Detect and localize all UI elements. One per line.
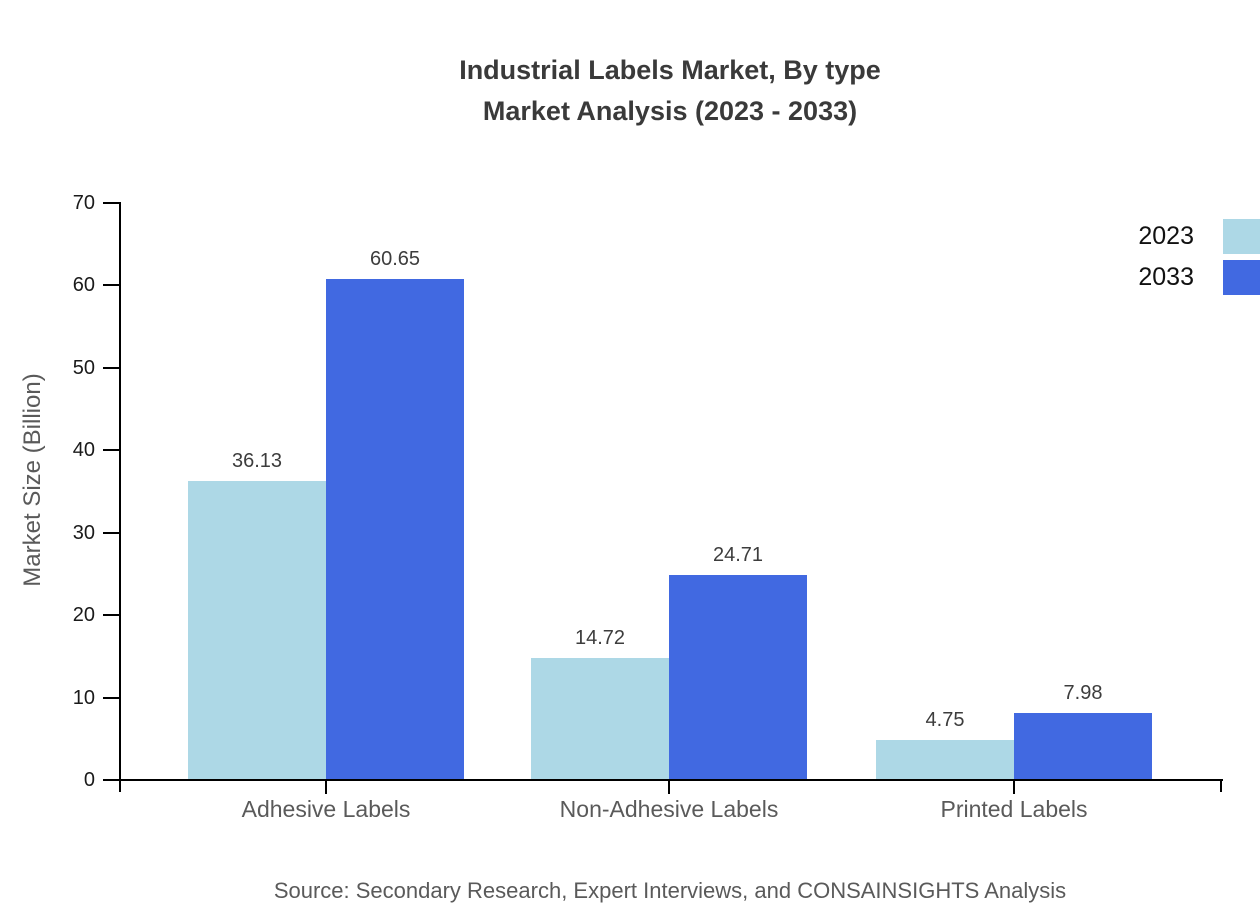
y-tick-label-60: 60 xyxy=(72,274,95,296)
y-tick xyxy=(103,779,119,781)
x-axis-line xyxy=(119,779,1223,781)
category-label-printed-labels: Printed Labels xyxy=(940,796,1088,822)
y-tick-label-0: 0 xyxy=(83,769,95,791)
source-note: Source: Secondary Research, Expert Inter… xyxy=(273,878,1067,903)
x-tick-non-adhesive-labels xyxy=(668,779,670,794)
bar-2023-non-adhesive-labels xyxy=(531,657,669,779)
y-tick-label-30: 30 xyxy=(72,522,95,544)
y-axis-title: Market Size (Billion) xyxy=(19,373,46,587)
bar-2023-printed-labels xyxy=(876,739,1014,779)
y-tick-label-10: 10 xyxy=(72,687,95,709)
y-tick xyxy=(103,284,119,286)
bar-2033-non-adhesive-labels xyxy=(669,575,807,779)
x-axis-right-cap xyxy=(1220,779,1222,792)
value-label-2023-printed-labels: 4.75 xyxy=(925,708,965,731)
chart-title: Industrial Labels Market, By type Market… xyxy=(80,50,1260,132)
category-label-non-adhesive-labels: Non-Adhesive Labels xyxy=(559,796,779,822)
value-label-2033-printed-labels: 7.98 xyxy=(1063,682,1103,705)
y-tick xyxy=(103,202,119,204)
bar-2033-printed-labels xyxy=(1014,713,1152,779)
legend-swatch-2023 xyxy=(1223,219,1260,254)
legend-item-2023: 2023 xyxy=(1138,219,1260,254)
value-label-2023-adhesive-labels: 36.13 xyxy=(231,450,283,473)
legend-label-2033: 2033 xyxy=(1138,263,1194,291)
y-tick-label-50: 50 xyxy=(72,357,95,379)
bar-2033-adhesive-labels xyxy=(326,279,464,779)
y-tick xyxy=(103,532,119,534)
x-tick-adhesive-labels xyxy=(325,779,327,794)
value-label-2033-adhesive-labels: 60.65 xyxy=(369,248,421,271)
legend-swatch-2033 xyxy=(1223,260,1260,295)
chart-title-line1: Industrial Labels Market, By type xyxy=(459,55,881,85)
value-label-2033-non-adhesive-labels: 24.71 xyxy=(712,544,764,567)
y-tick xyxy=(103,367,119,369)
value-label-2023-non-adhesive-labels: 14.72 xyxy=(574,626,626,649)
category-label-adhesive-labels: Adhesive Labels xyxy=(241,796,411,822)
legend-label-2023: 2023 xyxy=(1138,222,1194,250)
y-axis-line xyxy=(119,202,121,781)
y-tick xyxy=(103,449,119,451)
bar-2023-adhesive-labels xyxy=(188,481,326,779)
x-tick-printed-labels xyxy=(1013,779,1015,794)
y-tick-label-40: 40 xyxy=(72,439,95,461)
chart-title-line2: Market Analysis (2023 - 2033) xyxy=(482,96,858,126)
y-tick xyxy=(103,697,119,699)
y-tick xyxy=(103,614,119,616)
legend-item-2033: 2033 xyxy=(1138,260,1260,295)
y-tick-label-70: 70 xyxy=(72,192,95,214)
y-tick-label-20: 20 xyxy=(72,604,95,626)
x-axis-left-cap xyxy=(119,779,121,792)
